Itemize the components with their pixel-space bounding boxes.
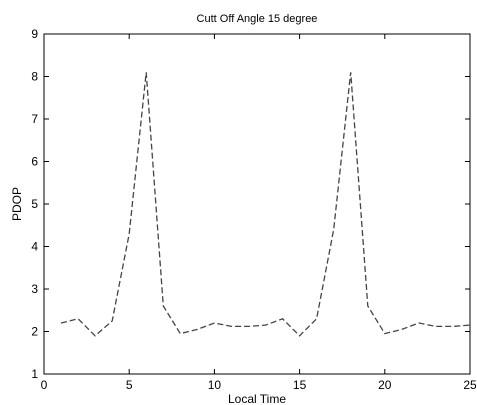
x-tick-label: 15 <box>293 378 307 392</box>
x-tick-label: 10 <box>208 378 222 392</box>
x-tick-label: 25 <box>463 378 477 392</box>
y-tick-label: 4 <box>31 240 38 254</box>
series-group <box>60 72 471 337</box>
y-tick-label: 8 <box>31 70 38 84</box>
x-tick-label: 20 <box>378 378 392 392</box>
series-line-0 <box>60 72 471 337</box>
plot-area <box>43 33 471 375</box>
x-axis-label: Local Time <box>228 392 286 405</box>
x-tick-label: 0 <box>41 378 48 392</box>
y-tick-label: 2 <box>31 325 38 339</box>
y-tick-label: 9 <box>31 27 38 41</box>
x-axis: 0 5 10 15 20 25 <box>41 34 477 392</box>
y-axis-label: PDOP <box>10 187 24 221</box>
x-tick-label: 5 <box>126 378 133 392</box>
chart-title: Cutt Off Angle 15 degree <box>197 13 318 25</box>
y-tick-label: 6 <box>31 155 38 169</box>
y-tick-label: 7 <box>31 112 38 126</box>
y-tick-label: 1 <box>31 367 38 381</box>
y-tick-label: 3 <box>31 282 38 296</box>
y-tick-label: 5 <box>31 197 38 211</box>
y-axis: 1 2 3 4 5 6 7 8 9 <box>31 27 470 381</box>
